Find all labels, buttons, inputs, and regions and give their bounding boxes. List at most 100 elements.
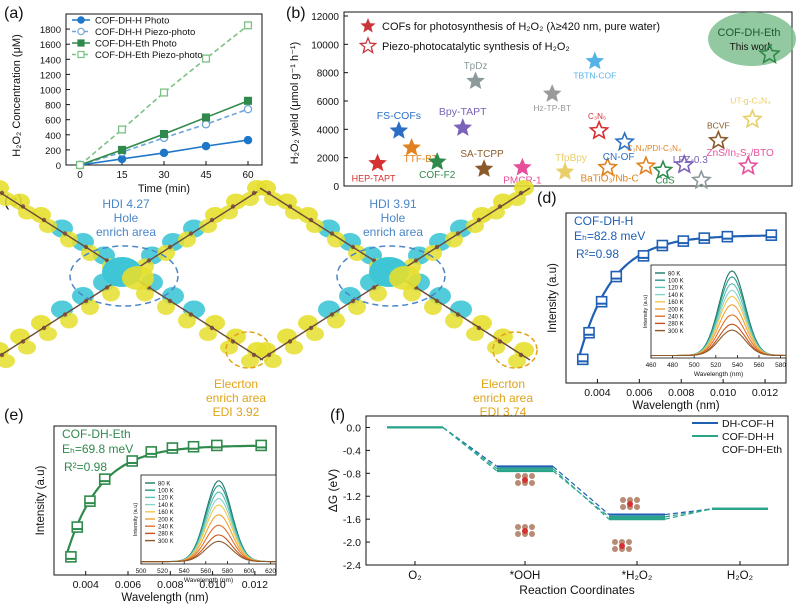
panel-b-ytick-label: 0	[333, 182, 339, 193]
panel-c-orbital-lobe	[0, 354, 15, 368]
panel-e-point	[71, 521, 84, 533]
panel-a-legend-marker	[77, 27, 85, 36]
panel-c-molecule	[0, 180, 271, 369]
panel-e-point	[255, 439, 268, 452]
panel-b-point-star	[389, 121, 409, 139]
panel-e-inset-legend-label: 120 K	[158, 496, 174, 502]
panel-f-molecule-icon	[620, 504, 626, 510]
panel-b-point-label: CdS	[655, 175, 675, 186]
panel-f-connector	[442, 426, 498, 472]
panel-b-legend-label: Piezo-photocatalytic synthesis of H₂O₂	[382, 41, 570, 53]
panel-e-point	[126, 455, 139, 467]
panel-c-orbital-lobe	[508, 354, 526, 368]
panel-d-xlabel: Wavelength (nm)	[632, 400, 719, 412]
panel-d-inset-xtick-label: 580	[775, 362, 786, 369]
panel-f-molecule-icon	[529, 531, 535, 537]
panel-b-point-star	[652, 159, 674, 180]
panel-f-molecule-icon	[612, 546, 618, 552]
panel-c-orbital-lobe	[122, 266, 154, 290]
panel-e-name: COF-DH-Eth	[62, 427, 131, 441]
panel-c-orbital-lobe	[487, 205, 505, 220]
panel-c-orbital-lobe	[514, 342, 534, 358]
panel-e-r2: R²=0.98	[64, 460, 107, 474]
panel-c-orbital-lobe	[466, 219, 484, 233]
panel-a-legend-marker	[77, 50, 85, 59]
panel-c-orbital-lobe	[60, 231, 78, 248]
panel-b-legend-label: COFs for photosynthesis of H₂O₂ (λ≥420 n…	[382, 21, 660, 33]
panel-b-point-label: TpDz	[464, 61, 488, 72]
panel-e-inset-ylabel: Intensity (a.u)	[133, 503, 139, 536]
panel-c-orbital-lobe	[178, 231, 196, 248]
panel-a-ytick-label: 1200	[40, 70, 61, 81]
panel-c-orbital-lobe	[445, 231, 463, 248]
panel-a-xtick-label: 60	[242, 170, 254, 181]
panel-b-point-star	[453, 118, 473, 136]
panel-d-point	[583, 326, 595, 339]
panel-b-point-star	[542, 84, 562, 102]
panel-d-point	[698, 232, 711, 244]
panel-b-this-work-name: COF-DH-Eth	[718, 27, 781, 39]
panel-c-orbital-lobe	[205, 207, 225, 223]
panel-c-bond	[394, 187, 531, 275]
panel-e-inset-legend-label: 140 K	[158, 503, 174, 509]
panel-c-orbital-lobe	[472, 207, 492, 223]
panel-b-point-label: ZnS/In₂S₃/BTO	[707, 148, 774, 159]
panel-a-point	[243, 21, 253, 30]
panel-e-inset-xtick-label: 600	[244, 568, 255, 575]
panel-f-legend-label: COF-DH-H	[722, 431, 774, 443]
panel-f-ylabel: ΔG (eV)	[326, 469, 340, 512]
panel-f-ytick-label: -2.0	[343, 537, 361, 549]
panel-d-inset-legend-label: 200 K	[668, 307, 684, 313]
panel-f-ytick-label: -1.2	[343, 491, 361, 503]
panel-e-inset-xtick-label: 500	[136, 568, 147, 575]
panel-c-orbital-lobe	[256, 180, 276, 196]
panel-e-inset-xtick-label: 580	[222, 568, 233, 575]
panel-a-ytick-label: 0	[56, 161, 61, 172]
panel-c-bond	[127, 187, 264, 275]
panel-c-edi-label: EDI 3.92	[213, 405, 260, 419]
panel-b-ytick-label: 4000	[317, 125, 340, 136]
panel-b-point-star	[741, 108, 763, 129]
panel-c-orbital-lobe	[220, 340, 238, 355]
panel-c-orbital-lobe	[241, 354, 259, 368]
panel-e-point	[187, 440, 200, 453]
panel-c-hole-ellipse	[69, 245, 179, 307]
panel-e-inset-xlabel: Wavelength (nm)	[184, 577, 233, 584]
panel-d-point	[765, 229, 778, 241]
panel-b-ytick-label: 6000	[317, 97, 340, 108]
panel-c-bond	[127, 273, 264, 361]
panel-f-molecule-icon	[612, 539, 618, 545]
panel-d-inset-xlabel: Wavelength (nm)	[694, 371, 743, 378]
panel-c-hole-label: Hole	[381, 211, 406, 225]
panel-a-ytick-label: 1600	[40, 40, 61, 51]
panel-b-point-label: TfpBpy	[555, 153, 587, 164]
panel-c-orbital-lobe	[264, 192, 282, 206]
panel-e-label: (e)	[4, 407, 24, 424]
panel-a-xtick-label: 30	[158, 170, 170, 181]
panel-c-orbital-lobe	[277, 193, 297, 210]
panel-c-orbital-lobe	[226, 328, 246, 345]
panel-a-point	[159, 88, 169, 97]
panel-a-ylabel: H₂O₂ Concentration (μM)	[11, 34, 23, 156]
panel-d-inset-legend-label: 240 K	[668, 315, 684, 321]
panel-e-inset-legend-label: 280 K	[158, 532, 174, 538]
panel-d-point	[721, 230, 734, 243]
panel-c-orbital-lobe	[514, 180, 534, 196]
panel-f-connector	[552, 470, 610, 518]
panel-e-inset-xtick-label: 620	[265, 568, 276, 575]
panel-e-inset-legend-label: 300 K	[158, 539, 174, 545]
panel-d-inset-legend-label: 160 K	[668, 300, 684, 306]
panel-b-legend-star-filled	[360, 18, 376, 33]
panel-c-orbital-lobe	[277, 328, 297, 345]
panel-d-point	[656, 239, 669, 252]
panel-a-point	[117, 145, 127, 154]
panel-b-point-label: TBTN-COF	[573, 70, 616, 80]
panel-a-ytick-label: 1000	[40, 86, 61, 97]
panel-b-point-label: COF-F2	[419, 170, 456, 181]
panel-f-ytick-label: -0.8	[343, 468, 361, 480]
panel-c-orbital-lobe	[220, 205, 238, 220]
panel-b-point-label: C₃N₄/PDI-C₃N₄	[627, 144, 681, 153]
panel-c-orbital-lobe	[285, 205, 303, 220]
panel-b-point-star	[585, 51, 605, 70]
panel-a-legend-marker	[77, 39, 85, 47]
